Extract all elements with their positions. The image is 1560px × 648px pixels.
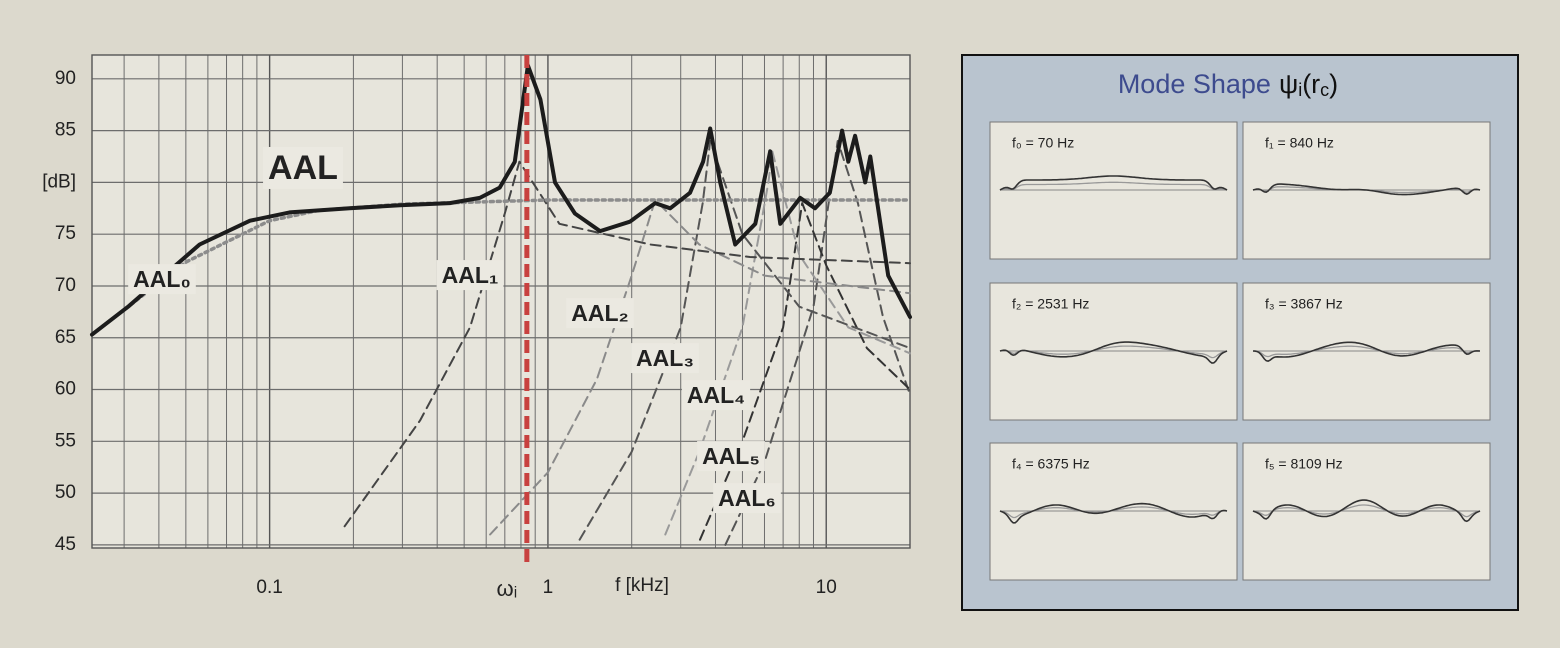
title-part: ψ <box>1279 69 1298 99</box>
series-label: AAL₄ <box>687 382 745 408</box>
y-tick-label: 50 <box>55 482 76 503</box>
series-label: AAL₅ <box>702 443 760 469</box>
mode-shape <box>999 175 1228 191</box>
label-bg <box>436 260 504 291</box>
series-line <box>724 140 911 546</box>
series-label: AAL₀ <box>133 266 191 292</box>
label-bg <box>566 298 634 329</box>
plot-area <box>92 55 910 548</box>
series-line <box>489 199 911 536</box>
series-label: AAL₃ <box>636 345 694 371</box>
mode-label: f₂ = 2531 Hz <box>1012 296 1089 312</box>
mode-shape-ref <box>1253 345 1480 358</box>
series-line <box>343 160 911 528</box>
x-axis-label: f [kHz] <box>615 575 669 596</box>
y-tick-label: 85 <box>55 120 76 141</box>
y-tick-label: 45 <box>55 534 76 555</box>
mode-shape-ref <box>999 181 1228 191</box>
series-label: AAL₆ <box>718 485 776 511</box>
x-tick-label: 10 <box>816 577 837 598</box>
series-line <box>578 140 911 541</box>
plot-frame <box>91 54 911 549</box>
mode-shape <box>1252 499 1481 523</box>
mode-label: f₁ = 840 Hz <box>1265 135 1334 151</box>
y-tick-label: 65 <box>55 327 76 348</box>
mode-panel-title: Mode Shape ψi(rc) <box>1118 69 1338 100</box>
label-bg <box>697 441 765 472</box>
mode-label: f₄ = 6375 Hz <box>1012 456 1090 472</box>
marker-label: ωᵢ <box>497 576 518 601</box>
y-tick-label: 70 <box>55 275 76 296</box>
title-part: ) <box>1329 69 1338 99</box>
label-bg <box>128 264 196 295</box>
x-tick-label: 0.1 <box>256 577 282 598</box>
series-line <box>90 63 912 337</box>
y-tick-label: 90 <box>55 68 76 89</box>
title-part: (r <box>1302 69 1320 99</box>
series-line <box>699 202 911 541</box>
mode-label: f₃ = 3867 Hz <box>1265 296 1343 312</box>
y-tick-label: 55 <box>55 430 76 451</box>
mode-shape <box>1252 183 1481 196</box>
mode-label: f₅ = 8109 Hz <box>1265 456 1343 472</box>
y-tick-label: 60 <box>55 379 76 400</box>
y-tick-label: [dB] <box>42 171 76 192</box>
mode-shape <box>999 502 1228 524</box>
label-bg <box>263 146 343 189</box>
label-bg <box>681 380 751 411</box>
title-part: c <box>1320 80 1329 100</box>
series-label: AAL₂ <box>571 300 629 326</box>
mode-shape-ref <box>999 345 1228 359</box>
x-tick-label: 1 <box>543 577 554 598</box>
series-label: AAL <box>268 149 338 187</box>
series-label: AAL₁ <box>442 262 499 288</box>
title-part: i <box>1298 80 1302 100</box>
label-bg <box>713 483 781 514</box>
label-bg <box>631 343 699 374</box>
mode-shape <box>999 341 1228 364</box>
y-tick-label: 75 <box>55 223 76 244</box>
mode-shape-ref <box>1252 504 1481 518</box>
title-part: Mode Shape <box>1118 69 1271 99</box>
mode-shape <box>1252 341 1481 362</box>
mode-label: f₀ = 70 Hz <box>1012 135 1074 151</box>
